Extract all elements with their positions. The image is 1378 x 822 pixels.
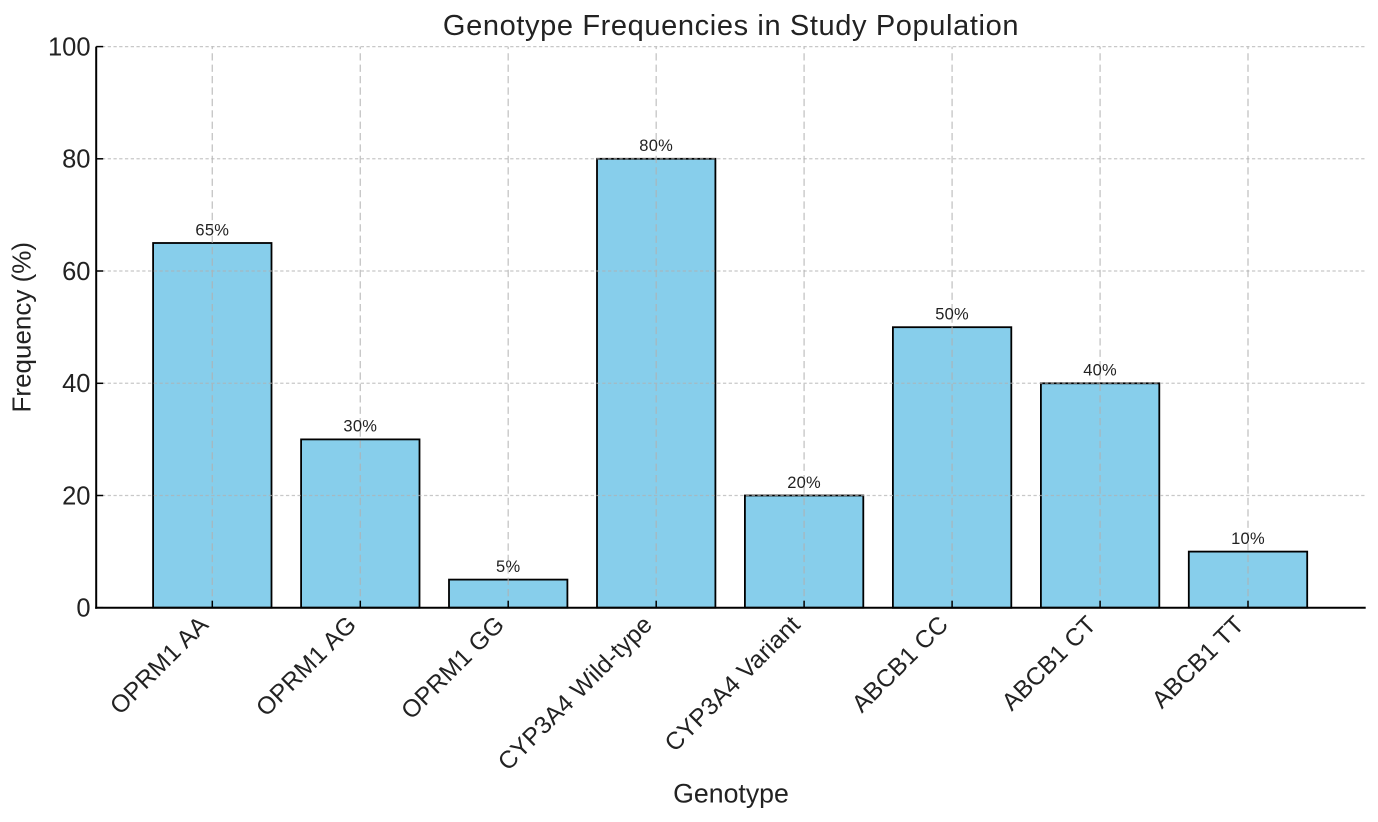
svg-text:80: 80: [62, 146, 90, 174]
svg-text:50%: 50%: [935, 306, 969, 324]
svg-text:Frequency (%): Frequency (%): [7, 242, 37, 413]
svg-text:65%: 65%: [195, 221, 229, 239]
svg-text:0: 0: [76, 595, 90, 623]
svg-text:80%: 80%: [639, 137, 673, 155]
svg-text:40: 40: [62, 370, 90, 398]
svg-text:Genotype Frequencies in Study: Genotype Frequencies in Study Population: [443, 10, 1019, 42]
svg-text:30%: 30%: [343, 418, 377, 436]
svg-text:20%: 20%: [787, 474, 821, 492]
svg-text:60: 60: [62, 258, 90, 286]
svg-text:100: 100: [48, 33, 91, 61]
svg-text:5%: 5%: [496, 558, 520, 576]
svg-text:10%: 10%: [1231, 530, 1265, 548]
svg-text:20: 20: [62, 482, 90, 510]
svg-text:Genotype: Genotype: [673, 779, 789, 809]
svg-text:40%: 40%: [1083, 362, 1117, 380]
